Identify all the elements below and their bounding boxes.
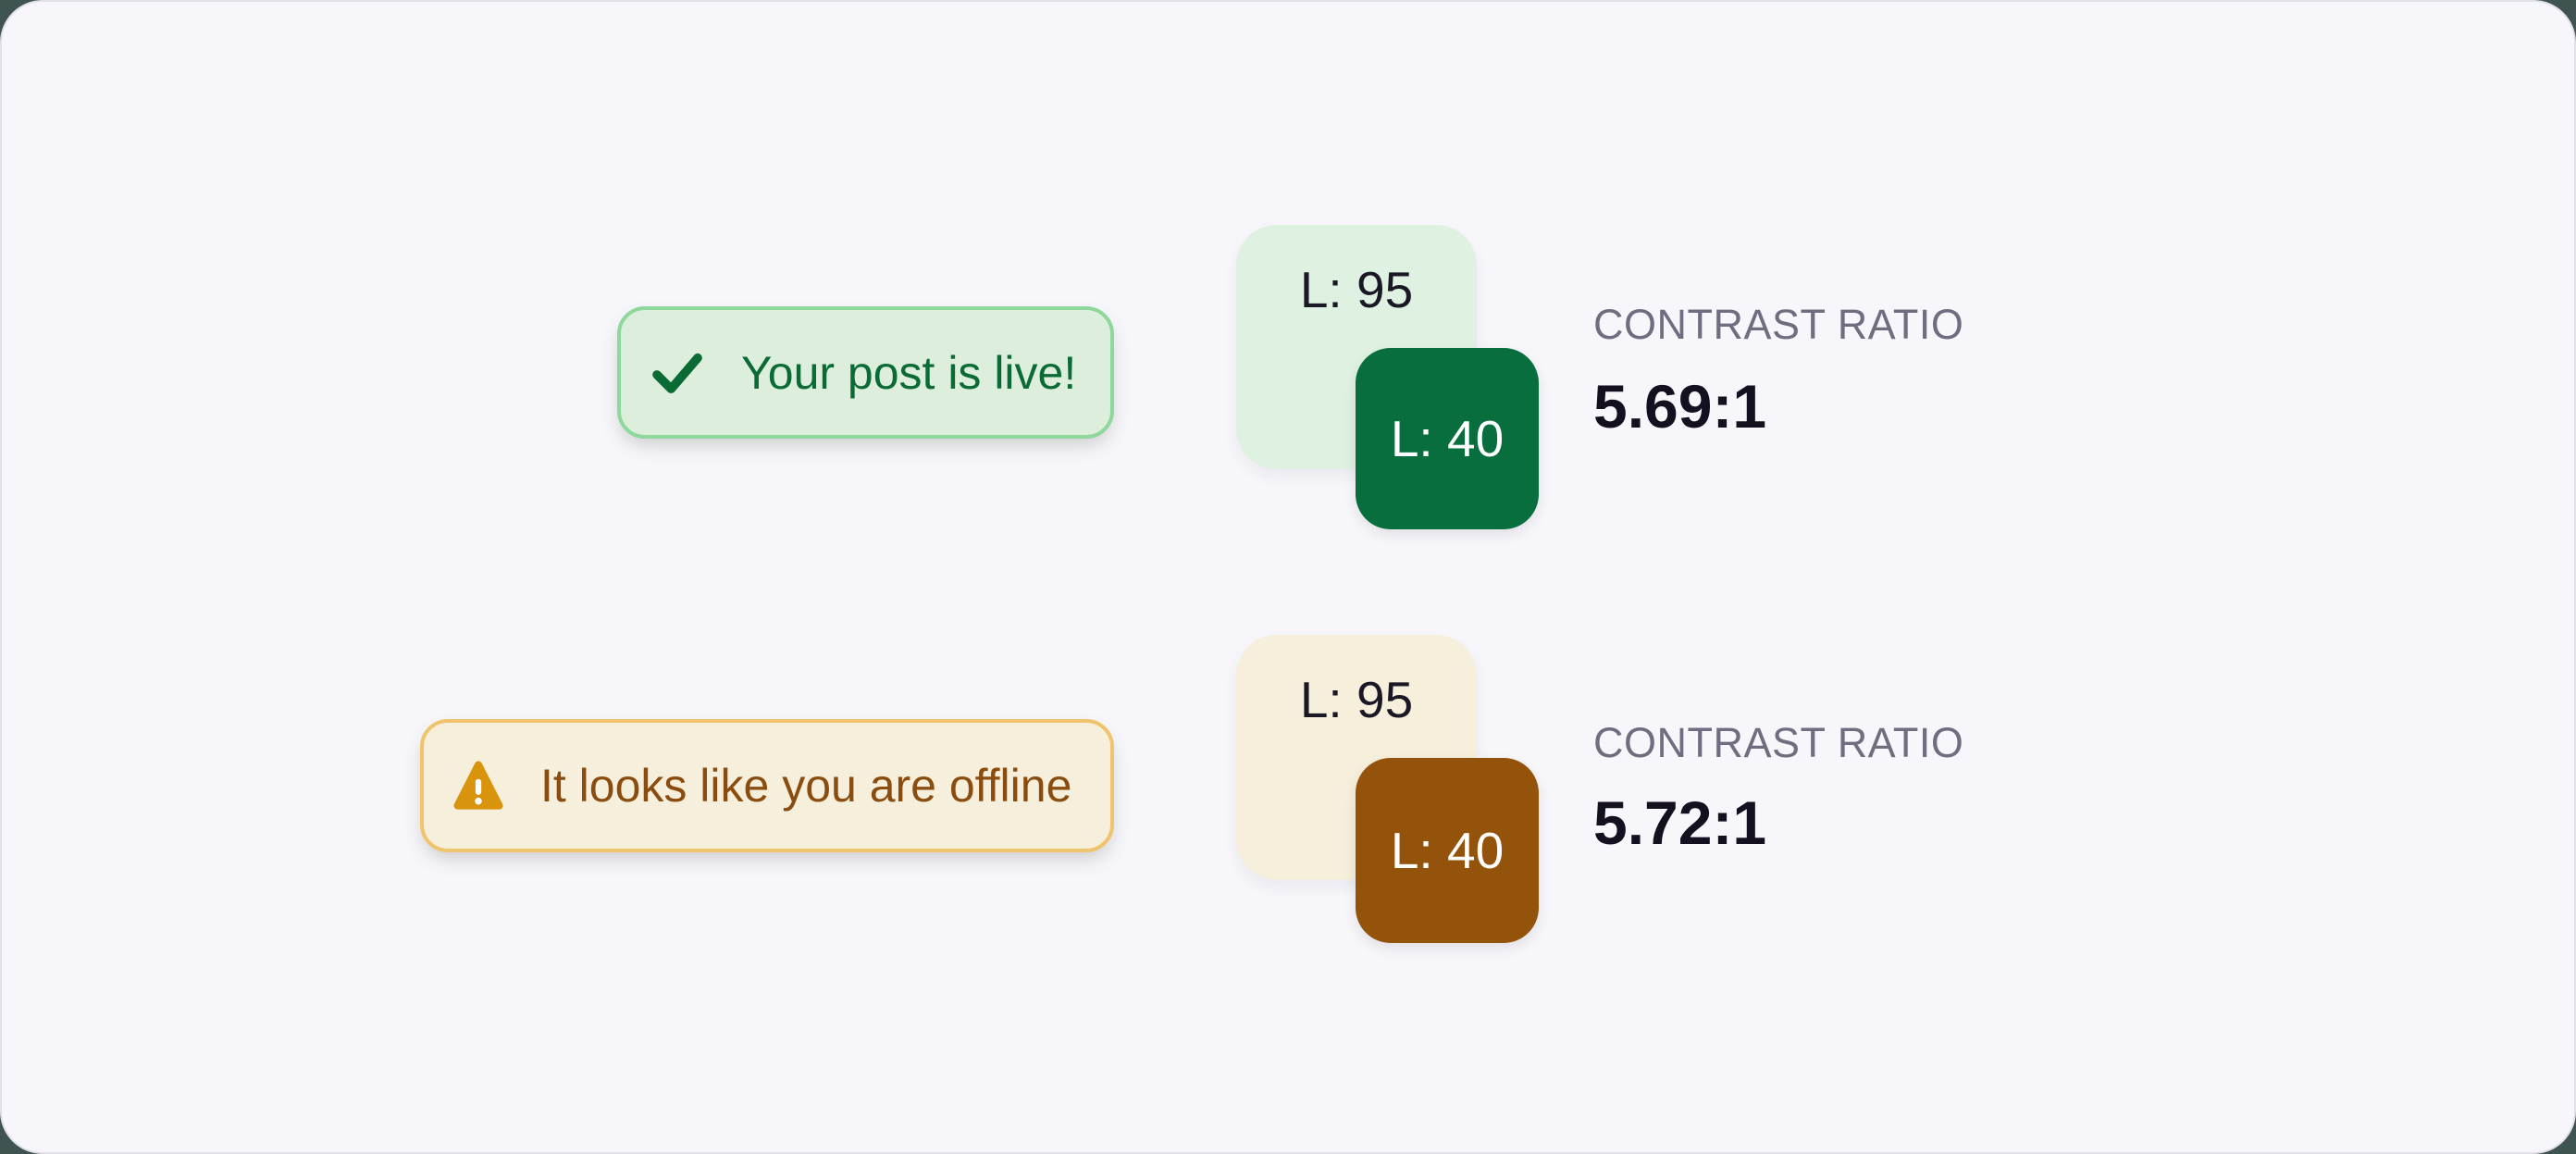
warning-icon xyxy=(453,758,503,813)
contrast-ratio-label: CONTRAST RATIO xyxy=(1593,301,1964,348)
success-toast-message: Your post is live! xyxy=(741,346,1077,399)
tone-label-l40: L: 40 xyxy=(1390,410,1505,467)
contrast-ratio-value: 5.69:1 xyxy=(1593,372,1767,441)
warning-toast: It looks like you are offline xyxy=(420,719,1114,852)
contrast-ratio-value: 5.72:1 xyxy=(1593,788,1767,857)
check-icon xyxy=(650,352,704,394)
tone-swatch-dark-green: L: 40 xyxy=(1356,348,1539,529)
tone-label-l40: L: 40 xyxy=(1390,822,1505,879)
tone-swatch-brown: L: 40 xyxy=(1356,758,1539,943)
contrast-ratio-label: CONTRAST RATIO xyxy=(1593,719,1964,766)
tone-label-l95: L: 95 xyxy=(1299,261,1414,318)
tone-label-l95: L: 95 xyxy=(1299,671,1414,728)
success-toast: Your post is live! xyxy=(617,306,1114,439)
warning-toast-message: It looks like you are offline xyxy=(540,760,1072,812)
